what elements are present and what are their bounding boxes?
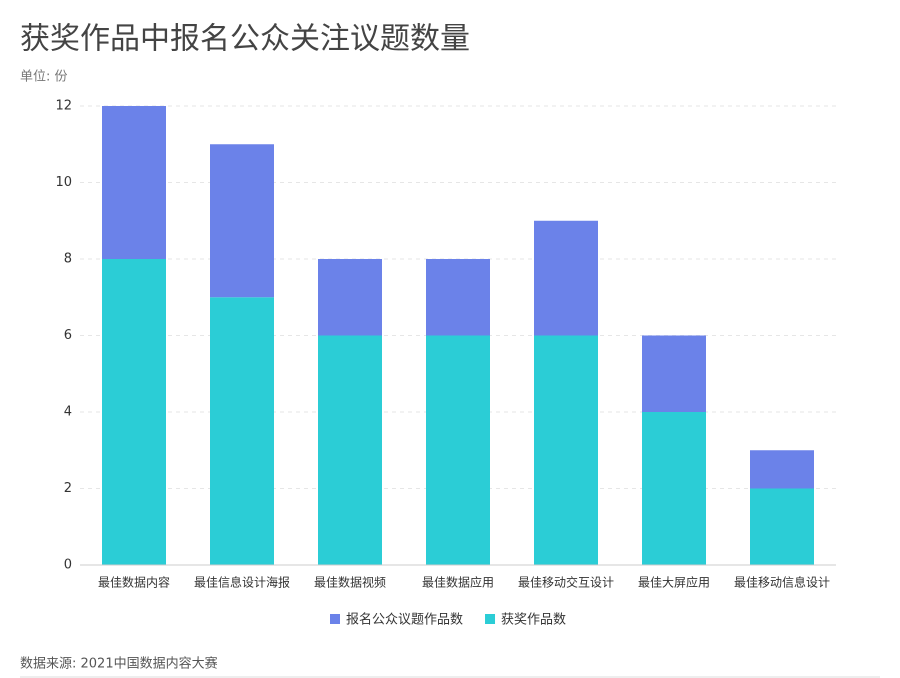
x-tick-label: 最佳大屏应用 [638, 575, 710, 590]
y-tick-label: 8 [64, 252, 72, 267]
chart-title: 获奖作品中报名公众关注议题数量 [20, 22, 470, 57]
y-tick-label: 2 [64, 481, 72, 496]
bar-segment [102, 106, 166, 259]
unit-label: 单位: 份 [20, 70, 68, 85]
x-tick-label: 最佳移动信息设计 [734, 575, 830, 590]
x-tick-label: 最佳数据视频 [314, 575, 386, 590]
bar-segment [750, 450, 814, 489]
y-tick-label: 6 [64, 328, 72, 343]
y-tick-label: 4 [64, 405, 72, 420]
x-tick-label: 最佳数据应用 [422, 575, 494, 590]
bar-segment [210, 144, 274, 298]
bar-segment [426, 335, 490, 565]
source-note: 数据来源: 2021中国数据内容大赛 [20, 656, 218, 672]
y-tick-label: 10 [55, 175, 72, 190]
bar-segment [210, 297, 274, 565]
bar-segment [426, 259, 490, 336]
y-tick-label: 0 [64, 558, 72, 573]
x-tick-label: 最佳移动交互设计 [518, 575, 614, 590]
bar-segment [318, 259, 382, 336]
x-tick-label: 最佳信息设计海报 [194, 575, 290, 590]
x-tick-label: 最佳数据内容 [98, 575, 170, 590]
bar-segment [750, 488, 814, 565]
legend-label: 报名公众议题作品数 [346, 612, 463, 628]
bar-segment [534, 220, 598, 336]
bar-segment [534, 335, 598, 565]
legend-label: 获奖作品数 [501, 613, 566, 628]
bar-segment [642, 335, 706, 412]
legend-swatch [330, 614, 340, 624]
legend-swatch [485, 614, 496, 624]
bar-segment [102, 259, 166, 565]
bar-segment [642, 412, 706, 565]
y-tick-label: 12 [55, 99, 72, 114]
bar-segment [318, 335, 382, 565]
